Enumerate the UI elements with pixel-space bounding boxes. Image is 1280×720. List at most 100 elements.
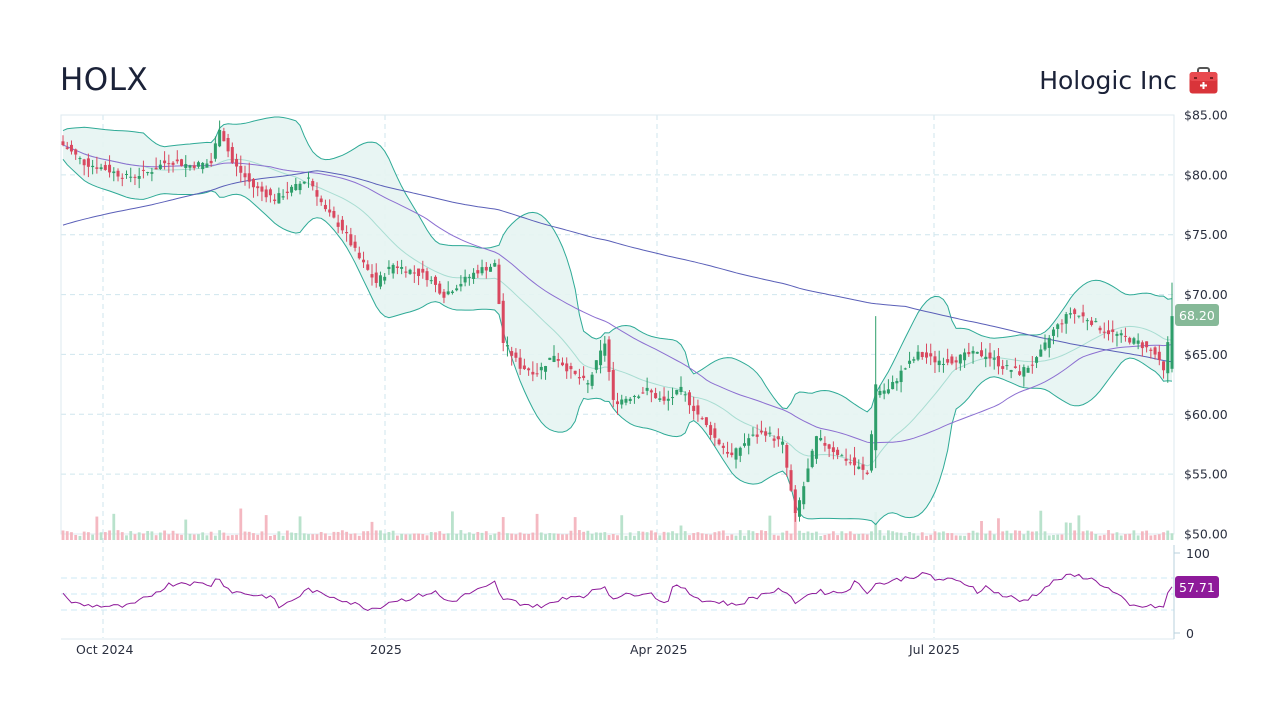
- x-axis-tick-label: Apr 2025: [630, 642, 687, 657]
- candle-body: [412, 272, 416, 274]
- volume-bar: [755, 533, 759, 540]
- volume-bar: [493, 533, 497, 540]
- candle-body: [285, 191, 289, 194]
- candle-body: [78, 158, 82, 160]
- candle-body: [302, 181, 306, 184]
- volume-bar: [429, 532, 433, 540]
- candle-body: [374, 272, 378, 283]
- candle-body: [387, 266, 391, 270]
- volume-bar: [116, 530, 120, 540]
- candle-body: [501, 300, 505, 343]
- volume-bar: [658, 535, 662, 540]
- candle-body: [247, 173, 251, 182]
- axes: $85.00 $80.00 $75.00 $70.00 $65.00 $60.00 $55.…: [76, 108, 1228, 658]
- candle-body: [86, 158, 90, 167]
- volume-bar: [937, 532, 941, 540]
- volume-bar: [565, 534, 569, 540]
- x-axis-tick-label: 2025: [370, 642, 402, 657]
- volume-bar: [319, 531, 323, 540]
- candle-body: [573, 370, 577, 374]
- x-axis-tick-label: Oct 2024: [76, 642, 133, 657]
- candle-body: [1157, 351, 1161, 361]
- volume-bar: [861, 533, 865, 540]
- candle-body: [823, 442, 827, 446]
- candle-body: [315, 190, 319, 197]
- candle-body: [319, 198, 323, 203]
- volume-bar: [586, 530, 590, 540]
- volume-bar: [1056, 534, 1060, 540]
- volume-bar: [789, 533, 793, 540]
- candle-body: [180, 159, 184, 166]
- volume-bar: [1039, 510, 1043, 540]
- y-axis-tick-label: $60.00: [1184, 407, 1228, 422]
- volume-bar: [556, 533, 560, 540]
- volume-bar: [844, 533, 848, 540]
- candle-body: [366, 264, 370, 270]
- volume-bar: [675, 533, 679, 540]
- candle-body: [785, 444, 789, 468]
- volume-bar: [823, 534, 827, 540]
- volume-bar: [362, 531, 365, 540]
- volume-bar: [865, 534, 869, 540]
- candle-body: [264, 189, 268, 198]
- candle-body: [1026, 367, 1030, 373]
- volume-bar: [391, 530, 395, 540]
- volume-bar: [607, 535, 611, 540]
- candle-body: [1064, 314, 1068, 324]
- y-axis-tick-label: $50.00: [1184, 527, 1228, 542]
- volume-bar: [311, 534, 315, 540]
- candle-body: [522, 365, 526, 370]
- volume-bar: [501, 517, 505, 540]
- candle-body: [450, 291, 454, 293]
- candle-body: [1140, 342, 1144, 349]
- volume-bar: [925, 535, 928, 540]
- volume-bar: [908, 531, 911, 540]
- candle-body: [1039, 349, 1043, 357]
- candle-body: [531, 371, 535, 375]
- volume-bar: [819, 535, 823, 540]
- candle-body: [201, 162, 205, 170]
- volume-bar: [518, 532, 522, 540]
- candle-body: [311, 181, 315, 187]
- volume-bar: [704, 534, 708, 540]
- candle-body: [895, 380, 899, 384]
- candle-body: [857, 466, 861, 469]
- volume-bar: [776, 535, 780, 540]
- volume-bar: [209, 531, 213, 540]
- candle-body: [209, 160, 213, 164]
- volume-bar: [345, 531, 348, 540]
- candle-body: [539, 366, 543, 371]
- candle-body: [747, 438, 751, 446]
- y-axis-tick-label: $75.00: [1184, 227, 1228, 242]
- volume-bar: [815, 531, 818, 540]
- candle-body: [798, 500, 802, 517]
- candle-body: [869, 434, 873, 471]
- volume-bar: [1153, 534, 1157, 540]
- volume-bar: [950, 533, 954, 540]
- candle-body: [226, 137, 230, 152]
- volume-bar: [366, 531, 370, 540]
- candle-body: [497, 264, 501, 304]
- volume-bar: [307, 534, 310, 540]
- volume-bar: [544, 534, 547, 540]
- volume-bar: [1124, 534, 1127, 540]
- candle-body: [874, 384, 878, 451]
- volume-bar: [853, 534, 856, 540]
- candle-body: [607, 339, 611, 372]
- volume-bar: [709, 534, 713, 540]
- volume-bar: [137, 532, 141, 540]
- candle-body: [1128, 337, 1132, 343]
- volume-bar: [582, 531, 586, 540]
- volume-bar: [442, 533, 446, 540]
- volume-bar: [641, 531, 645, 540]
- candle-body: [175, 159, 179, 162]
- candle-body: [213, 143, 217, 159]
- candle-body: [603, 343, 607, 356]
- sma-50-line: [62, 144, 1173, 444]
- candle-body: [459, 283, 463, 287]
- volume-bar: [772, 534, 776, 540]
- candle-body: [235, 159, 239, 167]
- candle-body: [552, 355, 556, 362]
- volume-bar: [497, 531, 501, 540]
